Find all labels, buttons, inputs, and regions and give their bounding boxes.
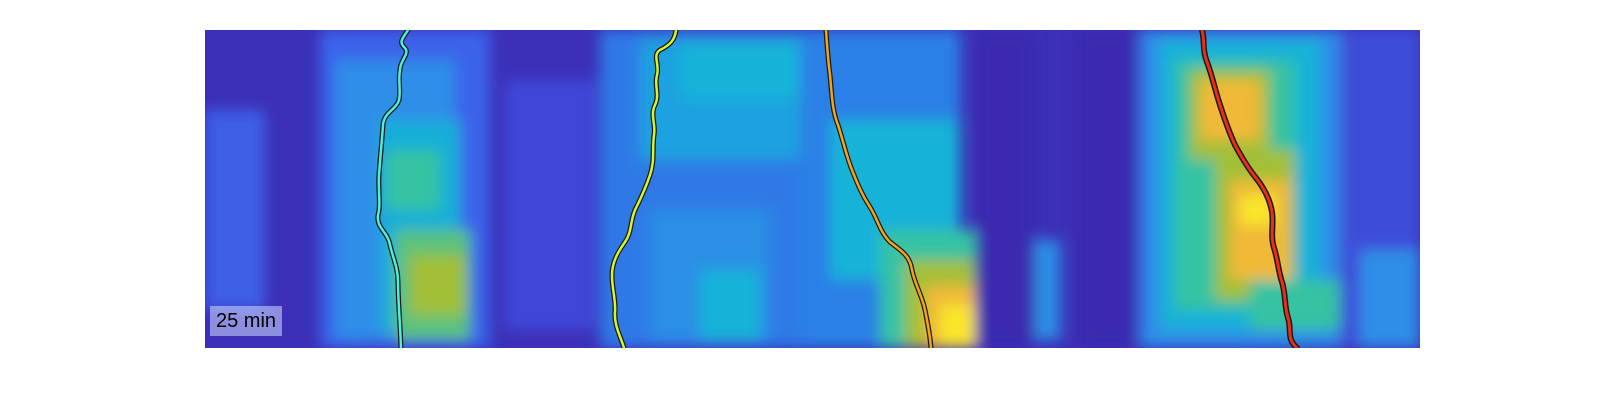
track-red <box>1200 30 1299 348</box>
track-cyan <box>376 30 410 348</box>
time-label: 25 min <box>210 306 283 336</box>
heatmap-intensity <box>205 30 1420 348</box>
track-orange <box>824 30 933 348</box>
track-lime <box>610 30 678 348</box>
tracks <box>375 30 1300 348</box>
time-label-text: 25 min <box>216 310 277 332</box>
